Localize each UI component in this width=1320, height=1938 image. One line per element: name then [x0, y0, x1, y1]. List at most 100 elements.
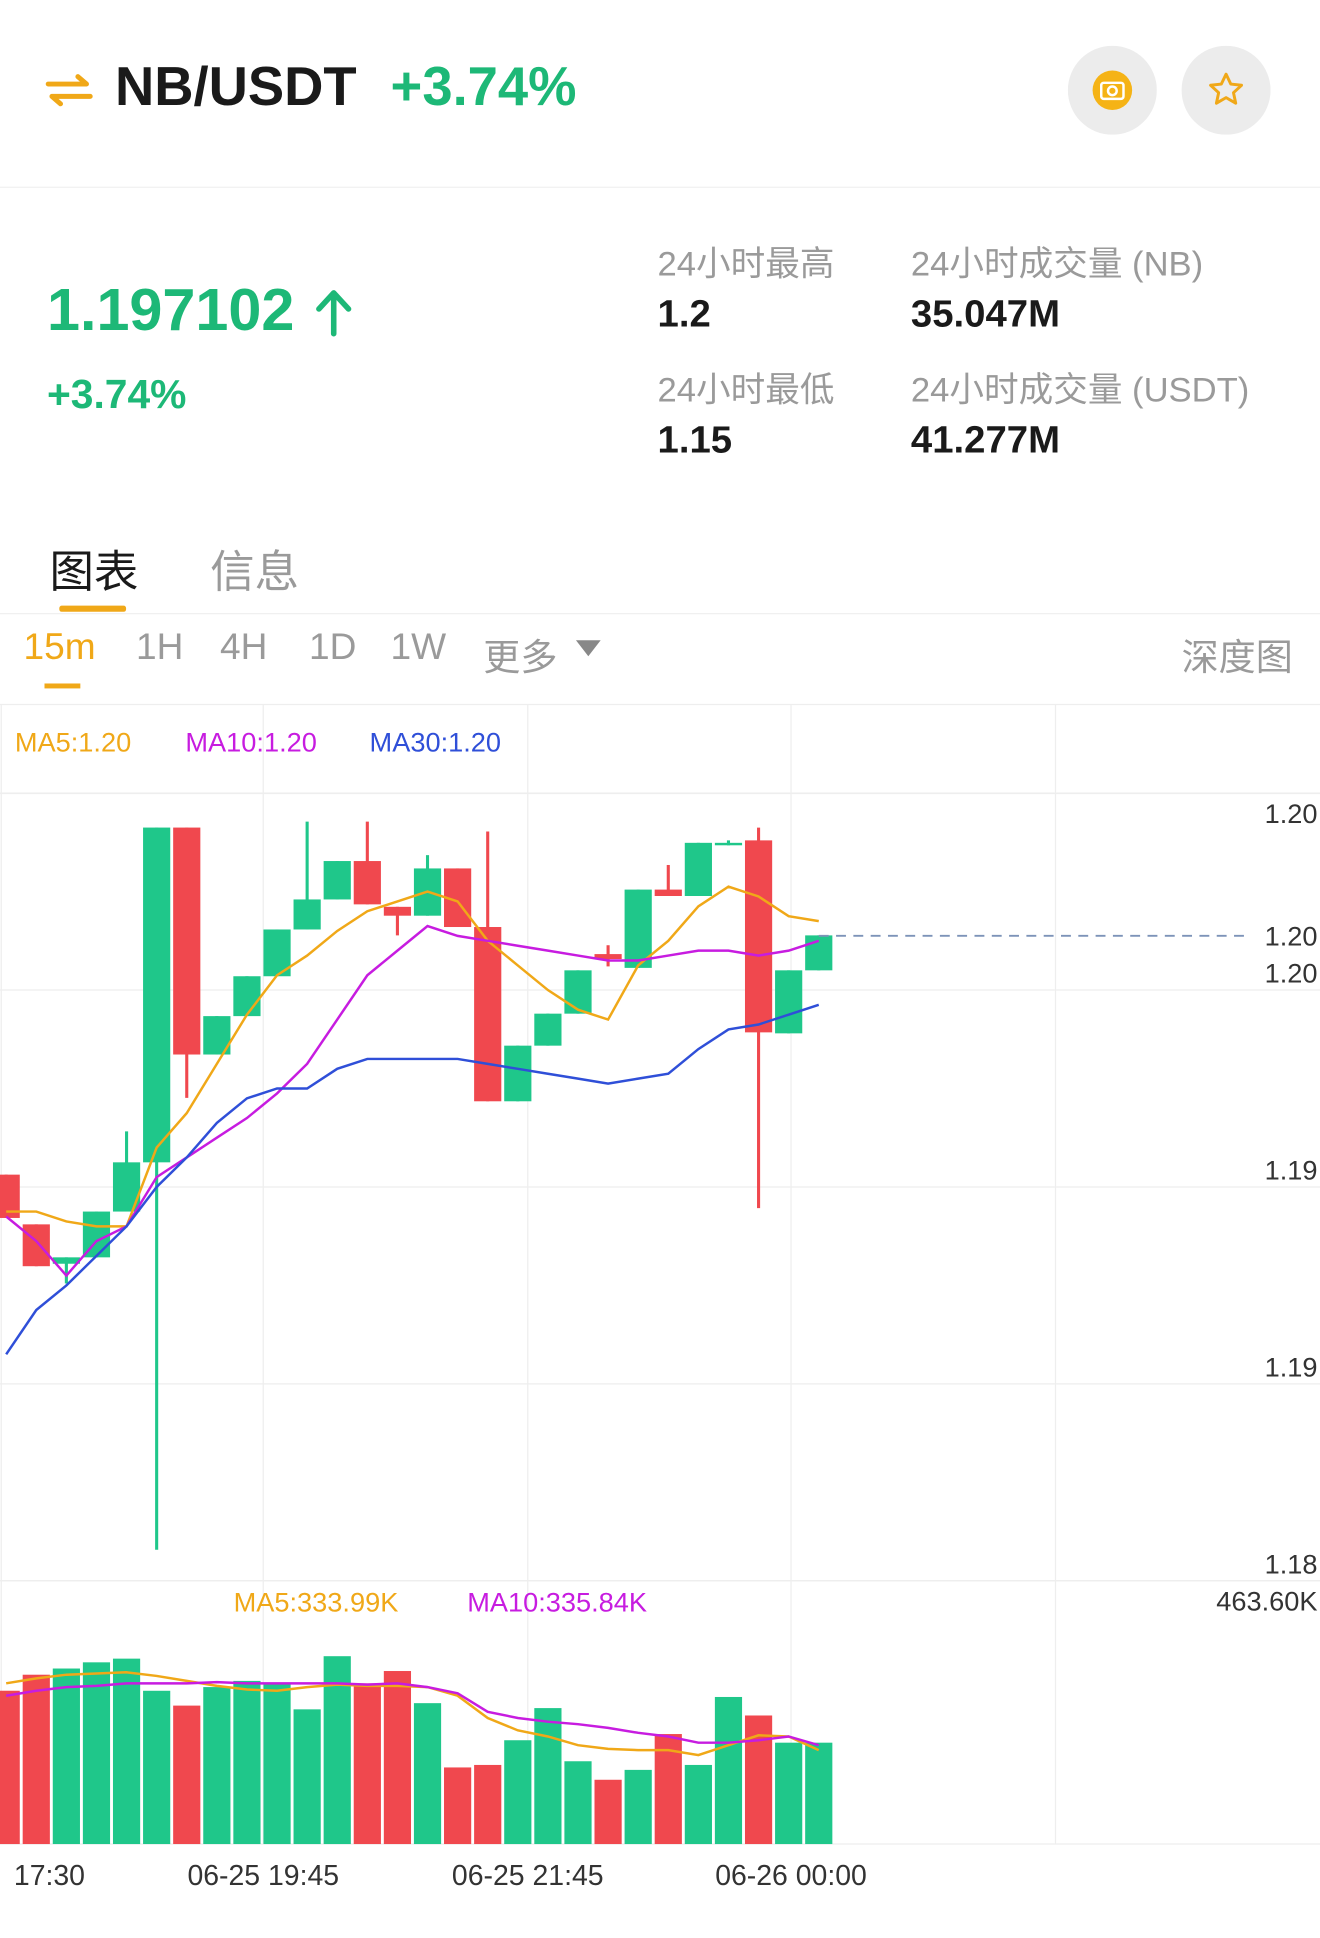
tab-indicator	[59, 605, 127, 612]
candle-body	[504, 1045, 532, 1102]
candle-body	[654, 889, 682, 896]
y-tick-label: 1.20	[1265, 798, 1318, 829]
divider	[0, 613, 1320, 615]
candle-body	[383, 906, 412, 916]
camera-button[interactable]	[1067, 45, 1157, 135]
volume-bar	[143, 1690, 171, 1845]
tab[interactable]: 信息	[210, 546, 300, 597]
volume-bar	[714, 1696, 743, 1845]
interval-indicator	[44, 683, 81, 689]
up-arrow	[316, 290, 352, 337]
y-tick-label: 1.19	[1265, 1155, 1318, 1186]
candle-body	[323, 861, 351, 900]
candle-body	[353, 861, 381, 905]
interval[interactable]: 1W	[390, 626, 447, 668]
volume-ma-line	[5, 1680, 820, 1747]
candle-body	[293, 899, 321, 930]
depth-chart-link[interactable]: 深度图	[1181, 637, 1293, 679]
volume-bar	[744, 1715, 773, 1845]
candle-body	[0, 1174, 20, 1218]
volume-bar	[624, 1769, 652, 1845]
stat-value: 35.047M	[910, 291, 1061, 335]
pair-change: +3.74%	[390, 56, 577, 118]
volume-bar	[383, 1671, 412, 1845]
ma-legend: MA30:1.20	[370, 726, 502, 757]
volume-bar	[353, 1683, 381, 1845]
y-tick-label: 1.18	[1265, 1548, 1318, 1579]
volume-bar	[594, 1779, 622, 1845]
stat-label: 24小时成交量 (USDT)	[910, 370, 1250, 410]
volume-bar	[323, 1656, 351, 1845]
candle-body	[564, 970, 592, 1014]
tab-active[interactable]: 图表	[49, 546, 139, 597]
stat-value: 41.277M	[910, 417, 1061, 462]
volume-bar	[474, 1764, 502, 1845]
volume-tick-label: 463.60K	[1216, 1585, 1317, 1616]
ma-legend: MA10:1.20	[185, 726, 317, 757]
volume-bar	[684, 1764, 712, 1845]
swap-icon[interactable]	[44, 72, 93, 109]
volume-bar	[173, 1705, 201, 1845]
last-price: 1.197102	[46, 278, 295, 344]
dropdown-icon	[575, 640, 601, 657]
candle-body	[744, 840, 773, 1033]
volume-ma-legend: MA5:333.99K	[234, 1587, 399, 1618]
volume-bar	[504, 1740, 532, 1845]
volume-bar	[805, 1742, 833, 1845]
volume-ma-line	[5, 1671, 820, 1757]
ma-legend: MA5:1.20	[15, 726, 131, 757]
stat-label: 24小时最低	[657, 370, 835, 410]
candle-body	[52, 1257, 80, 1264]
candle-body	[684, 842, 712, 896]
stat-value: 1.2	[657, 291, 711, 335]
price-change: +3.74%	[46, 370, 187, 417]
volume-bar	[413, 1703, 442, 1845]
candle-body	[594, 954, 622, 960]
candle-body	[714, 842, 743, 846]
x-tick-label: 17:30	[14, 1860, 85, 1892]
pair-title: NB/USDT	[114, 56, 357, 118]
volume-bar	[444, 1767, 472, 1845]
ma-line	[5, 924, 820, 1278]
candle-body	[624, 889, 652, 968]
volume-bar	[233, 1680, 261, 1845]
ma-line	[5, 1003, 820, 1356]
candle-body	[805, 935, 833, 971]
volume-bar	[52, 1668, 80, 1845]
y-tick-label: 1.20	[1265, 958, 1318, 989]
favorite-button[interactable]	[1181, 45, 1271, 135]
interval-more[interactable]: 更多	[483, 637, 558, 679]
candle-body	[22, 1224, 50, 1267]
ma-line	[6, 885, 819, 1228]
volume-bar	[263, 1683, 291, 1845]
price-line-label: 1.20	[1265, 921, 1318, 952]
stat-value: 1.15	[657, 417, 733, 462]
interval-active[interactable]: 15m	[23, 626, 96, 668]
candle-body	[233, 976, 261, 1017]
candle-body	[474, 927, 502, 1102]
x-tick-label: 06-25 19:45	[187, 1860, 339, 1892]
interval[interactable]: 1D	[308, 626, 357, 668]
volume-bar	[293, 1709, 321, 1845]
volume-bar	[203, 1687, 231, 1845]
volume-bar	[775, 1742, 803, 1845]
volume-bar	[112, 1658, 141, 1845]
stat-label: 24小时最高	[657, 244, 835, 284]
volume-bar	[564, 1761, 592, 1845]
candle-body	[775, 970, 803, 1034]
volume-bar	[82, 1662, 111, 1845]
volume-bar	[534, 1708, 562, 1845]
volume-bar	[22, 1674, 50, 1845]
x-tick-label: 06-25 21:45	[452, 1860, 604, 1892]
divider	[0, 186, 1320, 188]
x-tick-label: 06-26 00:00	[715, 1860, 867, 1892]
interval[interactable]: 4H	[220, 626, 268, 668]
candle-body	[173, 827, 201, 1055]
candle-body	[143, 827, 171, 1163]
stat-label: 24小时成交量 (NB)	[910, 244, 1204, 284]
volume-ma-legend: MA10:335.84K	[467, 1587, 647, 1618]
interval[interactable]: 1H	[135, 626, 184, 668]
candle-body	[534, 1013, 562, 1046]
